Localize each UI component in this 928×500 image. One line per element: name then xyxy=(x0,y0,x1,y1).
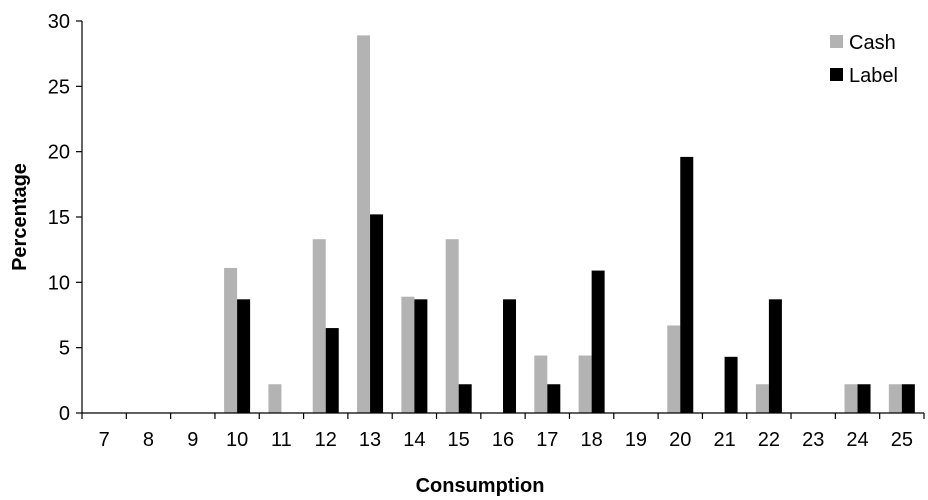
bar-label-21 xyxy=(724,356,738,413)
bar-label-10 xyxy=(237,299,251,413)
x-tick-label: 10 xyxy=(226,429,248,451)
legend-swatch-cash xyxy=(830,35,843,48)
bar-cash-12 xyxy=(312,239,326,413)
legend-swatch-label xyxy=(830,68,843,81)
x-tick-label: 14 xyxy=(403,429,425,451)
bar-cash-22 xyxy=(755,384,769,413)
x-tick-label: 13 xyxy=(359,429,381,451)
bar-cash-25 xyxy=(888,384,902,413)
bar-cash-24 xyxy=(844,384,858,413)
x-tick-label: 8 xyxy=(143,429,154,451)
x-tick-label: 11 xyxy=(271,429,292,451)
bar-cash-18 xyxy=(578,355,592,413)
bar-label-13 xyxy=(370,214,384,413)
bar-cash-17 xyxy=(534,355,548,413)
x-tick-label: 20 xyxy=(669,429,691,451)
legend: Cash Label xyxy=(830,32,898,87)
x-tick-label: 7 xyxy=(99,429,110,451)
y-tick-label: 20 xyxy=(48,142,70,164)
bar-label-25 xyxy=(901,384,915,413)
legend-label-label: Label xyxy=(849,65,898,87)
y-tick-label: 10 xyxy=(48,272,70,294)
bar-cash-13 xyxy=(357,35,371,414)
bar-label-15 xyxy=(458,384,472,413)
bars-layer xyxy=(224,35,915,414)
x-tick-label: 15 xyxy=(448,429,470,451)
x-tick-label: 24 xyxy=(846,429,868,451)
bar-label-18 xyxy=(591,270,605,413)
bar-cash-20 xyxy=(667,325,681,413)
legend-label-cash: Cash xyxy=(849,32,896,54)
bar-cash-15 xyxy=(445,239,459,413)
bar-label-12 xyxy=(325,328,339,413)
bar-cash-10 xyxy=(224,267,238,413)
x-tick-label: 23 xyxy=(802,429,824,451)
x-axis-title: Consumption xyxy=(416,475,545,497)
bar-label-14 xyxy=(414,299,428,413)
x-tick-label: 17 xyxy=(536,429,558,451)
bar-label-24 xyxy=(857,384,871,413)
x-tick-layer: 7 8 9 10 11 12 13 14 15 16 17 18 19 20 21 22 23 24 25 xyxy=(81,413,925,451)
x-tick-label: 21 xyxy=(713,429,735,451)
x-tick-label: 18 xyxy=(581,429,603,451)
bar-cash-11 xyxy=(268,384,282,413)
bar-label-17 xyxy=(547,384,561,413)
x-tick-label: 12 xyxy=(315,429,337,451)
x-tick-label: 25 xyxy=(891,429,913,451)
y-tick-label: 5 xyxy=(59,338,70,360)
bar-cash-14 xyxy=(401,296,415,413)
y-tick-label: 15 xyxy=(48,207,70,229)
y-tick-label: 30 xyxy=(48,11,70,33)
bar-label-20 xyxy=(680,156,694,414)
bar-label-22 xyxy=(768,299,782,413)
y-tick-layer: 0 5 10 15 20 25 30 xyxy=(48,11,82,425)
y-axis-title: Percentage xyxy=(9,163,31,271)
y-tick-label: 25 xyxy=(48,76,70,98)
y-tick-label: 0 xyxy=(59,403,70,425)
x-tick-label: 16 xyxy=(492,429,514,451)
x-tick-label: 9 xyxy=(187,429,198,451)
x-tick-label: 19 xyxy=(625,429,647,451)
x-tick-label: 22 xyxy=(758,429,780,451)
bar-label-16 xyxy=(503,299,516,413)
